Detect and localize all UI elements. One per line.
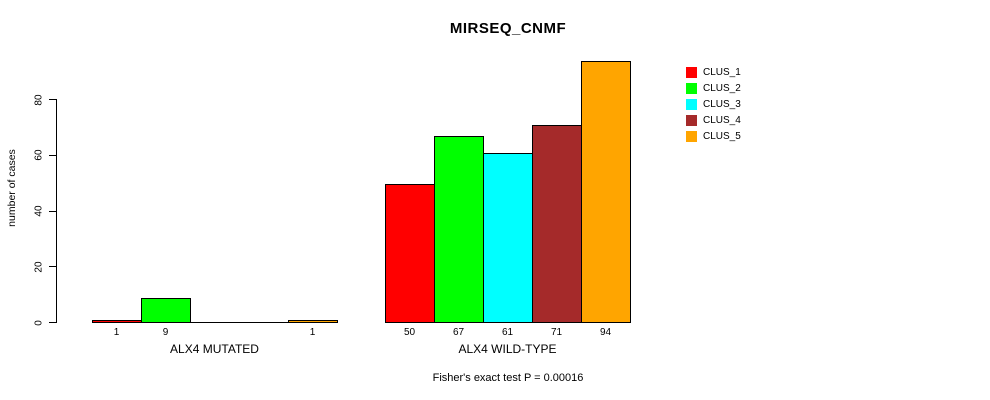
chart-title: MIRSEQ_CNMF: [449, 20, 567, 37]
y-axis-tick: [49, 266, 57, 268]
fisher-test-note: Fisher's exact test P = 0.00016: [432, 372, 584, 384]
legend-item: CLUS_3: [686, 97, 741, 113]
bar-CLUS_1-group2: [385, 184, 435, 323]
y-axis-tick-label: 0: [33, 319, 45, 326]
bar-value-label: 1: [309, 327, 316, 338]
legend-swatch-CLUS_4: [686, 114, 697, 126]
legend-item: CLUS_5: [686, 128, 741, 144]
y-axis-title: number of cases: [6, 149, 18, 227]
legend-item: CLUS_4: [686, 112, 741, 128]
x-axis-group-label: ALX4 WILD-TYPE: [458, 342, 557, 356]
y-axis-tick: [49, 322, 57, 323]
bar-value-label: 71: [550, 327, 563, 338]
legend-item-label: CLUS_3: [703, 98, 741, 110]
legend-item-label: CLUS_5: [703, 130, 741, 142]
legend-item-label: CLUS_1: [703, 67, 741, 79]
bar-CLUS_3-group2: [483, 153, 533, 323]
legend-item: CLUS_1: [686, 65, 741, 81]
bar-value-label: 94: [599, 327, 612, 338]
x-axis-baseline: [92, 322, 338, 323]
legend-item-label: CLUS_2: [703, 83, 741, 95]
bar-value-label: 67: [452, 327, 465, 338]
legend-swatch-CLUS_1: [686, 67, 697, 79]
bar-CLUS_5-group1: [288, 320, 338, 323]
y-axis-tick-label: 40: [33, 205, 45, 217]
y-axis-tick: [49, 210, 57, 212]
y-axis-tick-label: 60: [33, 149, 45, 161]
bar-value-label: 50: [403, 327, 416, 338]
legend-item-label: CLUS_4: [703, 114, 741, 126]
bar-CLUS_2-group2: [434, 136, 484, 323]
bar-CLUS_2-group1: [141, 298, 191, 323]
y-axis-tick-label: 80: [33, 93, 45, 106]
bar-CLUS_5-group2: [581, 61, 631, 323]
legend-swatch-CLUS_5: [686, 130, 697, 142]
x-axis-group-label: ALX4 MUTATED: [170, 342, 259, 356]
bar-value-label: 9: [162, 327, 169, 338]
legend-swatch-CLUS_2: [686, 83, 697, 95]
bar-CLUS_1-group1: [92, 320, 142, 323]
legend-item: CLUS_2: [686, 81, 741, 97]
bar-value-label: 1: [113, 327, 120, 338]
bar-CLUS_4-group2: [532, 125, 582, 323]
legend-swatch-CLUS_3: [686, 98, 697, 110]
y-axis-tick: [49, 154, 57, 156]
legend: CLUS_1 CLUS_2 CLUS_3 CLUS_4 CLUS_5: [686, 65, 741, 144]
y-axis-tick: [49, 99, 57, 100]
y-axis-tick-label: 20: [33, 261, 45, 273]
bar-value-label: 61: [501, 327, 514, 338]
